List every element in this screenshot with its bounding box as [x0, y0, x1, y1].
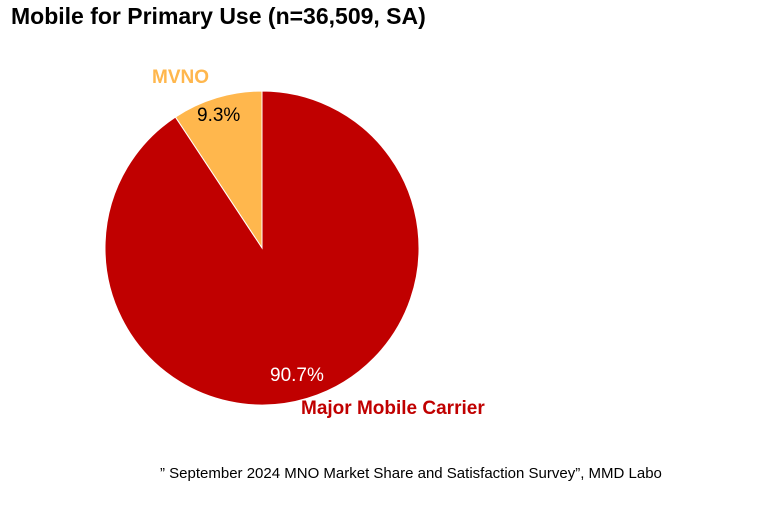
pie-slice-mvno: [174, 90, 263, 250]
source-note: ” September 2024 MNO Market Share and Sa…: [160, 465, 662, 482]
data-label-mvno: 9.3%: [197, 105, 241, 126]
pie-slice-major-mobile-carrier: [104, 90, 420, 406]
slice-label-mvno: MVNO: [152, 67, 209, 88]
chart-title: Mobile for Primary Use (n=36,509, SA): [11, 3, 426, 29]
slice-label-major-mobile-carrier: Major Mobile Carrier: [301, 398, 485, 419]
data-label-major-mobile-carrier: 90.7%: [270, 365, 324, 386]
